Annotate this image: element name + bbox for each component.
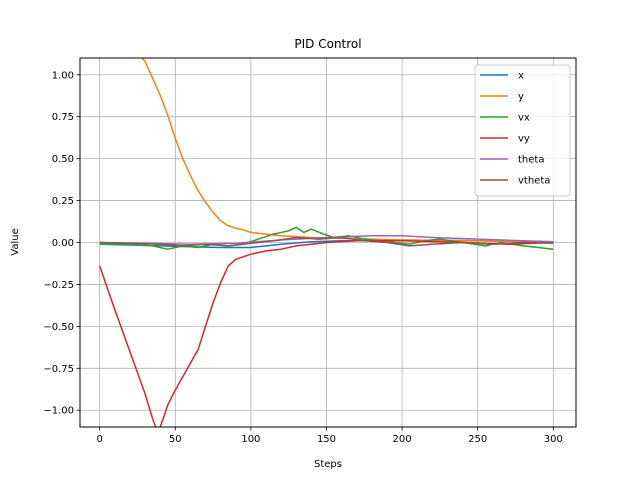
- x-tick-label: 250: [468, 434, 487, 445]
- y-tick-label: 1.00: [52, 70, 74, 81]
- x-tick-label: 50: [169, 434, 182, 445]
- series-lines: [98, 58, 554, 427]
- x-tick-label: 200: [393, 434, 412, 445]
- chart-title: PID Control: [294, 37, 361, 51]
- y-axis-title: Value: [10, 228, 21, 255]
- y-tick-label: −0.75: [43, 364, 74, 375]
- legend-label-vtheta: vtheta: [518, 176, 550, 187]
- grid: [80, 58, 576, 427]
- y-tick-label: 0.25: [52, 196, 74, 207]
- y-tick-label: 0.50: [52, 154, 74, 165]
- y-axis-ticks: −1.00 −0.75 −0.50 −0.25 0.00 0.25 0.50 0.75 1.00: [43, 70, 80, 417]
- legend-box: [474, 64, 571, 197]
- x-axis-title: Steps: [314, 459, 342, 470]
- x-tick-label: 300: [544, 434, 563, 445]
- y-tick-label: −0.50: [43, 322, 74, 333]
- legend-label-vx: vx: [518, 113, 530, 124]
- x-axis-ticks: 0 50 100 150 200 250 300: [96, 427, 563, 445]
- legend-label-vy: vy: [518, 134, 530, 145]
- legend-label-y: y: [518, 92, 524, 103]
- y-tick-label: 0.00: [52, 238, 74, 249]
- y-tick-label: −0.25: [43, 280, 74, 291]
- x-tick-label: 150: [317, 434, 336, 445]
- legend-label-theta: theta: [518, 155, 544, 166]
- series-line-vtheta: [99, 236, 554, 247]
- series-line-theta: [99, 235, 554, 245]
- x-tick-label: 100: [241, 434, 260, 445]
- y-tick-label: −1.00: [43, 406, 74, 417]
- legend-label-x: x: [518, 71, 524, 82]
- x-tick-label: 0: [96, 434, 102, 445]
- y-tick-label: 0.75: [52, 112, 74, 123]
- legend: xy vx vy theta vtheta: [474, 64, 571, 197]
